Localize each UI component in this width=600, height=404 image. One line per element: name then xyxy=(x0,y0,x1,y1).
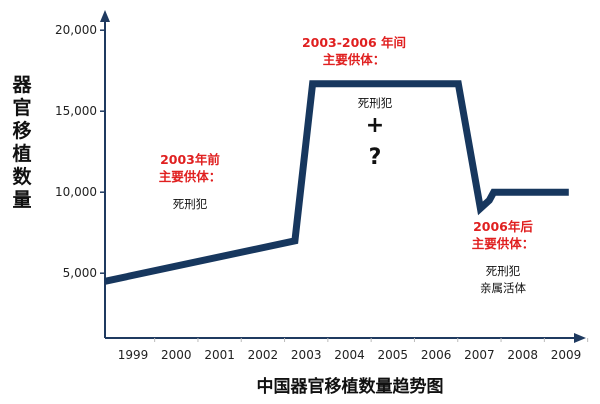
y-tick-label: 20,000 xyxy=(55,23,97,37)
y-tick-label: 5,000 xyxy=(63,266,97,280)
annotation-post2006-line: 主要供体： xyxy=(472,236,535,251)
axes: 5,000 10,000 15,000 20,000 1999 2000 2001 2002 2… xyxy=(55,10,589,362)
y-axis-label-char: 数 xyxy=(12,165,32,188)
x-tick-label: 2008 xyxy=(507,348,538,362)
y-axis-label-char: 量 xyxy=(12,189,31,211)
y-tick-label: 10,000 xyxy=(55,185,97,199)
y-tick-label: 15,000 xyxy=(55,104,97,118)
annotation-mid_body-line: + xyxy=(366,113,384,138)
x-tick-label: 2001 xyxy=(204,348,235,362)
x-tick-label: 2009 xyxy=(551,348,582,362)
annotation-post2006-line: 亲属活体 xyxy=(480,281,526,295)
annotation-mid_body-line: ? xyxy=(369,145,382,170)
y-axis-label-char: 移 xyxy=(12,119,31,142)
annotation-pre2003-line: 死刑犯 xyxy=(173,197,208,211)
x-tick-label: 1999 xyxy=(118,348,149,362)
x-tick-label: 2002 xyxy=(248,348,279,362)
chart-title: 中国器官移植数量趋势图 xyxy=(257,376,444,397)
annotation-mid-line: 2003-2006 年间 xyxy=(302,35,406,50)
x-tick-label: 2003 xyxy=(291,348,322,362)
y-axis-label-char: 植 xyxy=(12,142,31,165)
x-tick-label: 2005 xyxy=(378,348,409,362)
x-tick-label: 2004 xyxy=(334,348,365,362)
series xyxy=(104,80,569,285)
y-axis-arrow xyxy=(100,10,110,22)
x-axis-arrow xyxy=(574,333,586,343)
y-axis-label-char: 官 xyxy=(12,96,31,119)
series-line xyxy=(104,80,569,285)
annotation-post2006-line: 死刑犯 xyxy=(486,264,521,278)
annotation-mid_body-line: 死刑犯 xyxy=(358,96,393,110)
x-tick-label: 2006 xyxy=(421,348,452,362)
y-axis-label-char: 器 xyxy=(11,74,32,96)
annotation-pre2003-line: 主要供体： xyxy=(159,169,222,184)
annotation-post2006-line: 2006年后 xyxy=(473,219,533,234)
annotation-mid-line: 主要供体： xyxy=(323,52,386,67)
x-tick-label: 2007 xyxy=(464,348,495,362)
x-tick-label: 2000 xyxy=(161,348,192,362)
annotation-pre2003-line: 2003年前 xyxy=(160,152,220,167)
